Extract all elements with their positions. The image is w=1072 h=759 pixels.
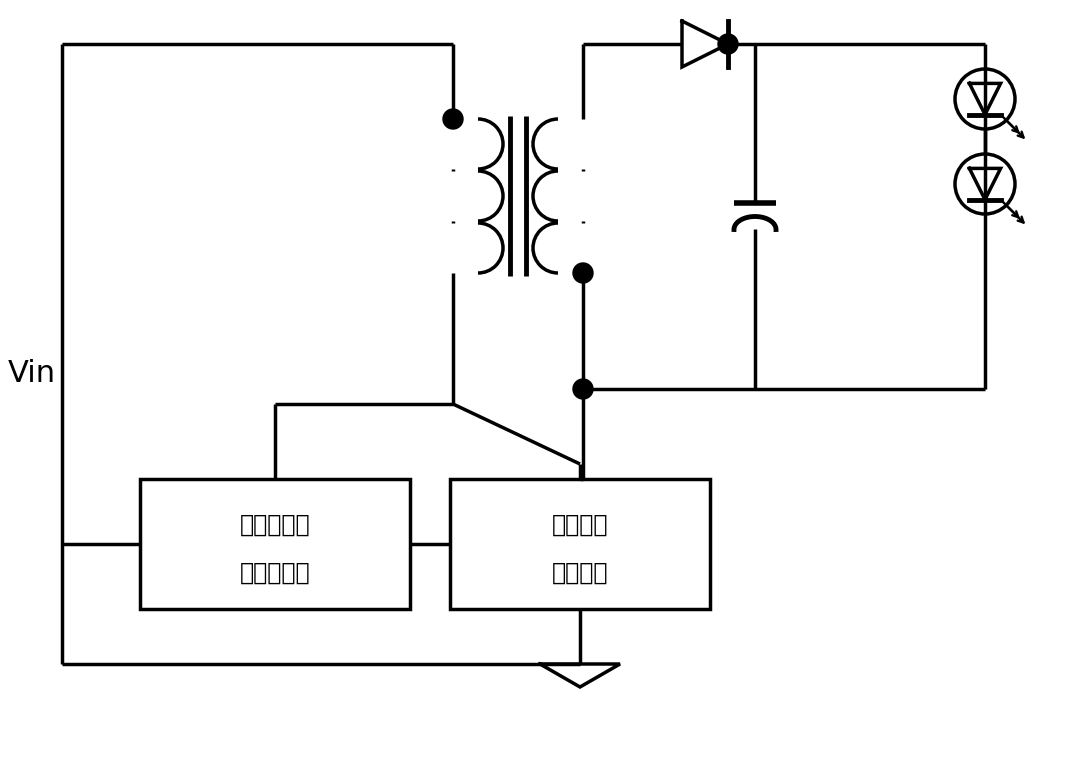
Text: 采样单元: 采样单元 bbox=[552, 561, 608, 584]
Bar bbox=[140, 479, 410, 609]
Circle shape bbox=[574, 263, 593, 283]
Text: 原边恒流驱: 原边恒流驱 bbox=[240, 512, 310, 537]
Circle shape bbox=[718, 34, 738, 54]
Circle shape bbox=[574, 379, 593, 399]
Circle shape bbox=[443, 109, 463, 129]
Text: Vin: Vin bbox=[8, 360, 56, 389]
Text: 动控制单元: 动控制单元 bbox=[240, 561, 310, 584]
Text: 原边电流: 原边电流 bbox=[552, 512, 608, 537]
Bar bbox=[450, 479, 710, 609]
